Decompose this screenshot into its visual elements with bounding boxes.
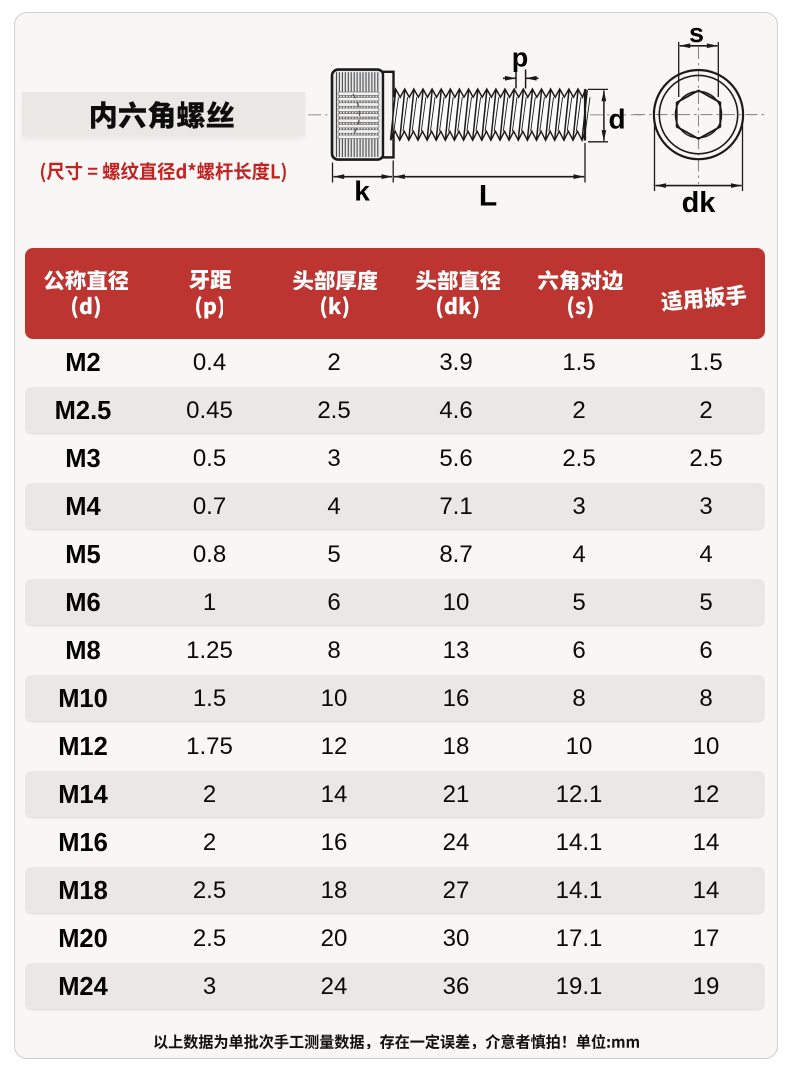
- svg-text:p: p: [512, 43, 529, 73]
- svg-text:s: s: [689, 18, 704, 48]
- svg-text:L: L: [479, 180, 497, 213]
- svg-text:k: k: [354, 176, 370, 207]
- svg-text:dk: dk: [682, 187, 717, 219]
- svg-text:d: d: [608, 104, 625, 135]
